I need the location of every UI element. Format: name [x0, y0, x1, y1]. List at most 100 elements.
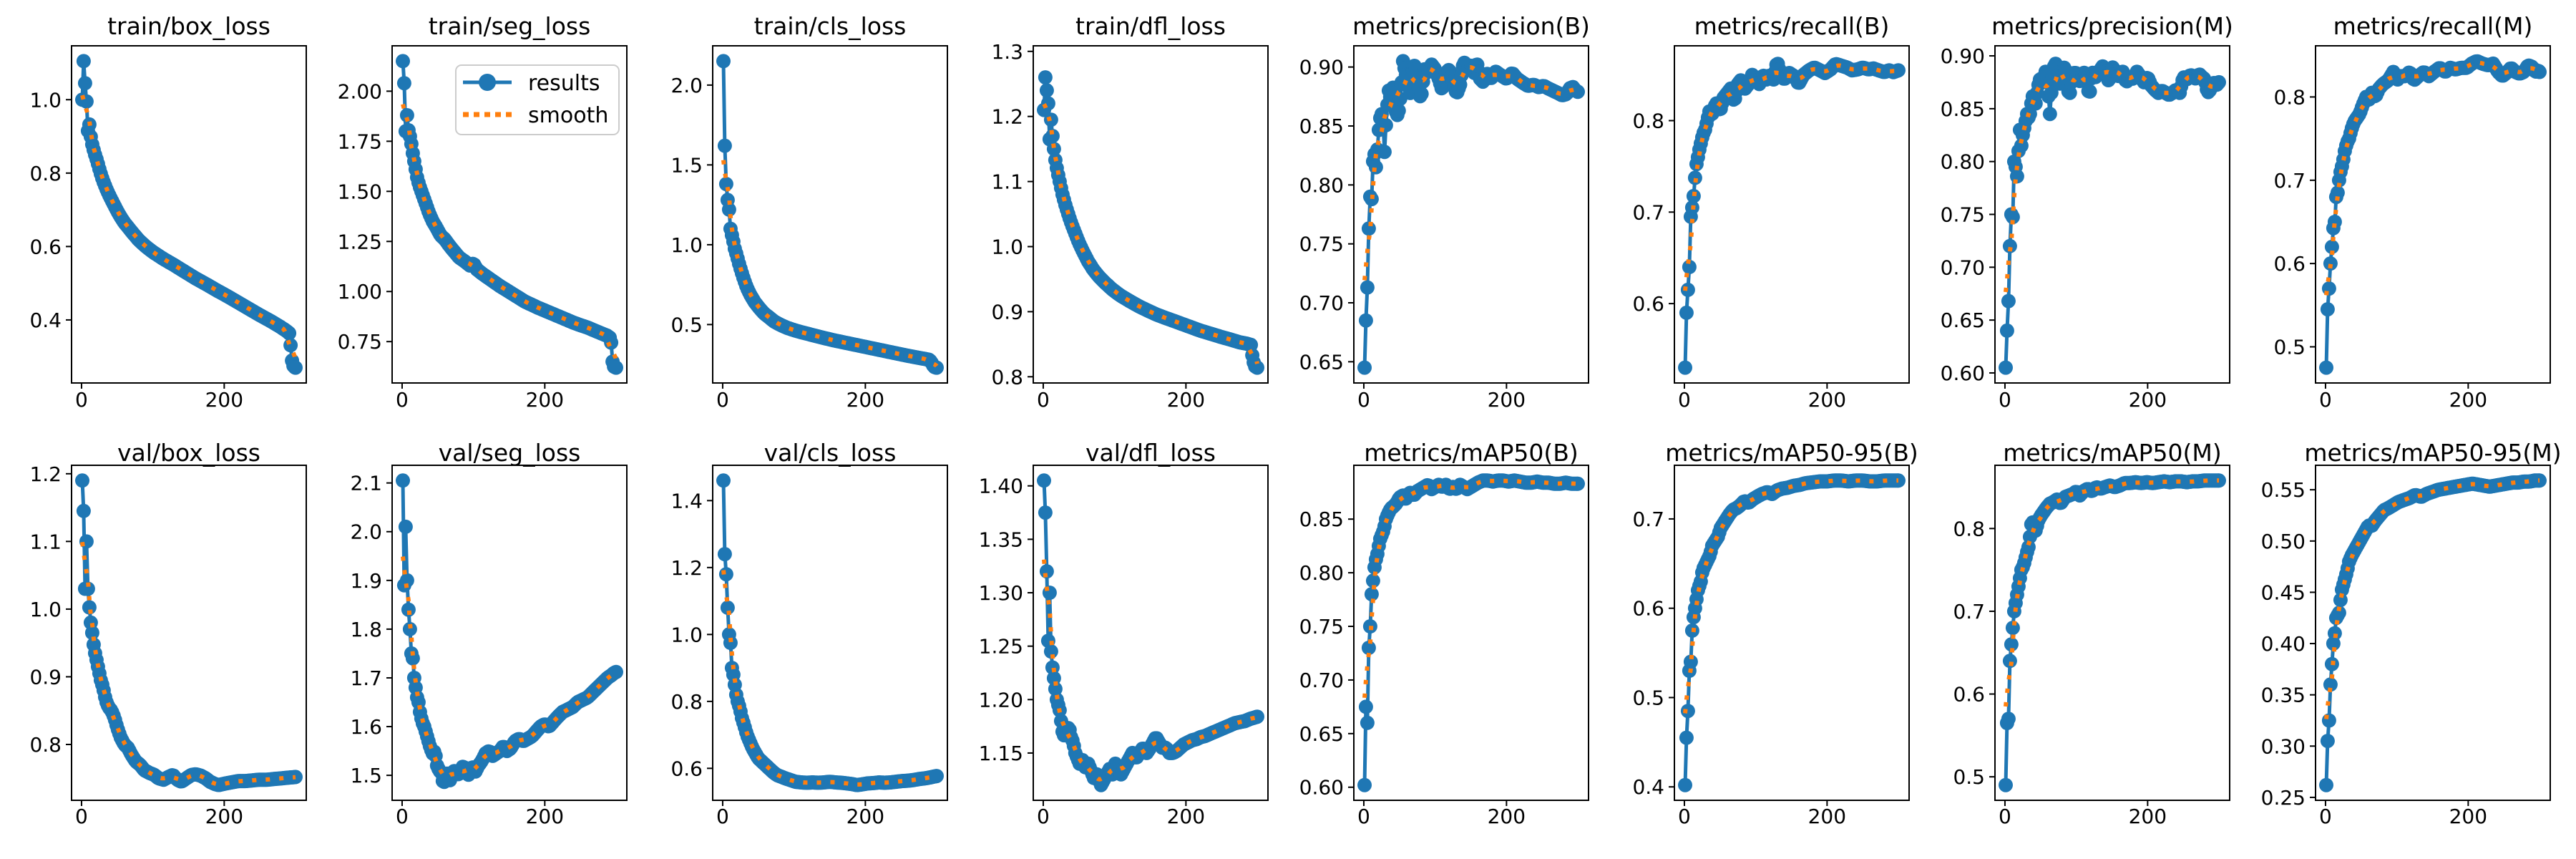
y-tick-label: 1.25 — [979, 635, 1023, 659]
y-tick-label: 0.75 — [338, 330, 382, 354]
y-tick-label: 1.20 — [979, 688, 1023, 712]
results-line — [2324, 478, 2541, 785]
y-tick-label: 1.00 — [338, 280, 382, 304]
y-tick-label: 0.6 — [1632, 597, 1664, 621]
y-tick-label: 0.4 — [29, 309, 62, 332]
y-tick-label: 1.35 — [979, 528, 1023, 551]
y-tick-label: 0.8 — [670, 690, 703, 714]
x-tick-label: 200 — [1808, 805, 1846, 828]
axes-frame — [1674, 45, 1910, 384]
y-tick-label: 1.5 — [670, 153, 703, 177]
y-tick-label: 1.2 — [670, 556, 703, 580]
x-tick-label: 200 — [1808, 388, 1846, 412]
smooth-line — [2324, 60, 2541, 296]
chart-title: train/seg_loss — [429, 12, 591, 40]
x-tick-label: 0 — [1037, 388, 1050, 412]
chart-train-box-loss: train/box_loss 0.4 0.6 0.8 1.0 0 200 — [29, 12, 307, 412]
y-tick-label: 0.8 — [1953, 517, 1985, 540]
y-tick-label: 0.4 — [1632, 775, 1664, 799]
results-markers — [396, 473, 623, 790]
x-tick-label: 200 — [205, 388, 243, 412]
y-tick-label: 0.25 — [2261, 786, 2306, 810]
chart-val-box-loss: val/box_loss 0.8 0.9 1.0 1.1 1.2 0 200 — [29, 439, 307, 828]
y-tick-label: 0.8 — [2273, 85, 2306, 109]
y-tick-label: 0.30 — [2261, 734, 2306, 758]
x-tick-label: 200 — [1167, 805, 1205, 828]
y-tick-label: 0.35 — [2261, 684, 2306, 707]
x-tick-label: 0 — [716, 388, 729, 412]
x-tick-label: 0 — [1357, 388, 1370, 412]
legend-label-results: results — [528, 71, 600, 96]
x-tick-label: 0 — [1037, 805, 1050, 828]
smooth-line — [721, 160, 939, 368]
y-tick-label: 1.15 — [979, 742, 1023, 765]
chart-metrics-map50-95-m: metrics/mAP50-95(M) 0.25 0.30 0.35 0.40 0.45 0… — [2261, 439, 2562, 828]
chart-train-seg-loss: train/seg_loss 0.75 1.00 1.25 1.50 1.75 2.00 0 2… — [338, 12, 628, 412]
y-tick-label: 0.90 — [1941, 44, 1985, 68]
y-tick-label: 0.5 — [1953, 765, 1985, 789]
axes-frame — [71, 465, 307, 801]
results-markers — [75, 473, 303, 792]
x-tick-label: 0 — [396, 805, 409, 828]
chart-metrics-recall-b: metrics/recall(B) 0.6 0.7 0.8 0 200 — [1632, 12, 1910, 412]
results-markers — [1678, 473, 1906, 792]
results-markers — [716, 473, 944, 792]
y-tick-label: 1.0 — [29, 88, 62, 112]
y-tick-label: 0.9 — [29, 665, 62, 689]
chart-title: metrics/precision(B) — [1352, 12, 1590, 40]
axes-frame — [1994, 465, 2230, 801]
x-tick-label: 0 — [75, 805, 88, 828]
x-tick-label: 0 — [1999, 388, 2011, 412]
y-tick-label: 0.65 — [1299, 350, 1344, 374]
axes-frame — [391, 45, 628, 384]
chart-title: metrics/recall(M) — [2333, 12, 2533, 40]
y-tick-label: 0.80 — [1299, 173, 1344, 197]
y-tick-label: 0.5 — [670, 313, 703, 336]
y-tick-label: 0.55 — [2261, 478, 2306, 502]
x-tick-label: 0 — [716, 805, 729, 828]
y-tick-label: 0.45 — [2261, 581, 2306, 604]
chart-title: metrics/precision(M) — [1991, 12, 2233, 40]
y-tick-label: 1.40 — [979, 475, 1023, 498]
y-tick-label: 1.2 — [991, 105, 1023, 129]
chart-val-cls-loss: val/cls_loss 0.6 0.8 1.0 1.2 1.4 0 200 — [670, 439, 948, 828]
y-tick-label: 0.60 — [1941, 361, 1985, 385]
smooth-line — [2004, 478, 2220, 707]
y-tick-label: 1.25 — [338, 230, 382, 253]
results-markers — [1037, 70, 1264, 375]
y-tick-label: 0.65 — [1299, 722, 1344, 746]
y-tick-label: 0.70 — [1299, 669, 1344, 692]
y-tick-label: 0.7 — [1632, 508, 1664, 531]
results-markers — [1357, 473, 1585, 792]
y-tick-label: 1.7 — [350, 666, 382, 690]
y-tick-label: 0.8 — [991, 365, 1023, 389]
y-tick-label: 1.30 — [979, 581, 1023, 605]
x-tick-label: 0 — [396, 388, 409, 412]
axes-frame — [1994, 45, 2230, 384]
results-markers — [1357, 54, 1585, 375]
y-tick-label: 0.60 — [1299, 776, 1344, 800]
chart-val-seg-loss: val/seg_loss 1.5 1.6 1.7 1.8 1.9 2.0 2.1 0 200 — [350, 439, 628, 828]
smooth-line — [1362, 478, 1579, 699]
legend: results smooth — [455, 64, 620, 135]
legend-results-marker — [479, 74, 496, 91]
smooth-line — [1042, 559, 1259, 782]
axes-frame — [1674, 465, 1910, 801]
chart-title: train/box_loss — [107, 12, 270, 40]
x-tick-label: 200 — [1167, 388, 1205, 412]
chart-title: train/cls_loss — [754, 12, 907, 40]
x-tick-label: 0 — [1678, 805, 1691, 828]
y-tick-label: 1.6 — [350, 715, 382, 739]
results-markers — [1999, 473, 2226, 792]
chart-title: metrics/mAP50-95(M) — [2304, 439, 2561, 467]
results-markers — [2319, 54, 2547, 375]
y-tick-label: 0.70 — [1299, 291, 1344, 315]
y-tick-label: 0.7 — [2273, 169, 2306, 193]
chart-title: metrics/mAP50(M) — [2003, 439, 2221, 467]
axes-frame — [2315, 465, 2551, 801]
y-tick-label: 1.4 — [670, 489, 703, 513]
chart-metrics-precision-m: metrics/precision(M) 0.60 0.65 0.70 0.75 0.80… — [1941, 12, 2233, 412]
chart-metrics-map50-b: metrics/mAP50(B) 0.60 0.65 0.70 0.75 0.80 0.85… — [1299, 439, 1589, 828]
x-tick-label: 0 — [2319, 805, 2332, 828]
y-tick-label: 0.6 — [1953, 683, 1985, 707]
